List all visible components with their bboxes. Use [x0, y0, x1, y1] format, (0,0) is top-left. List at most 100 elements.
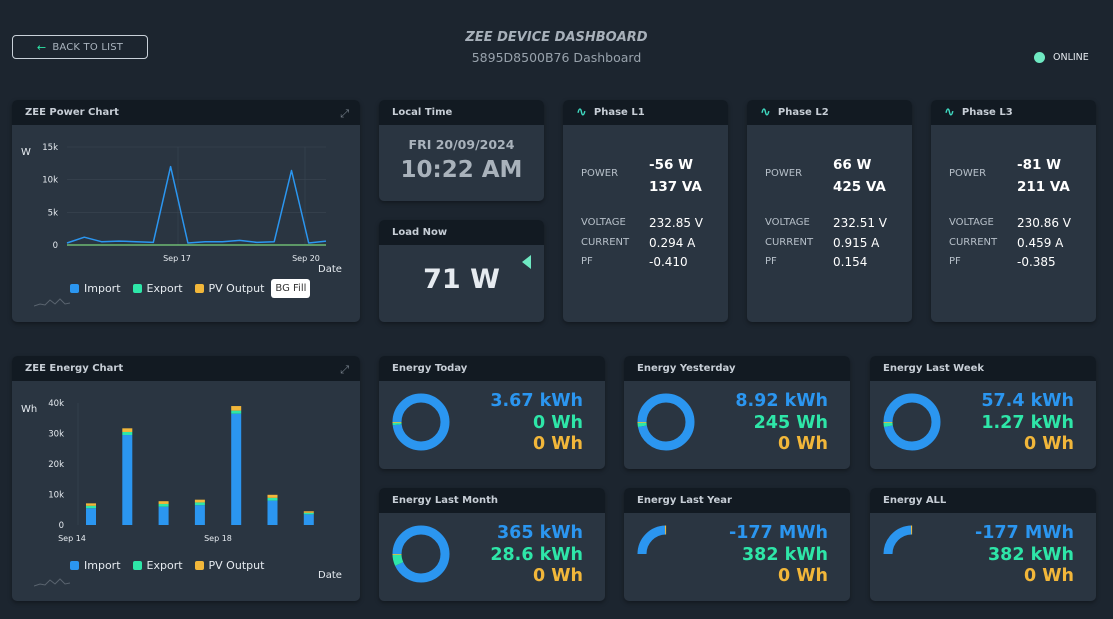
- bar-pv-output: [158, 501, 169, 504]
- energy-chart: 0 10k 20k 30k 40k Wh Date Sep 14 Sep 18: [21, 399, 342, 581]
- donut-import-arc: [883, 525, 941, 583]
- donut-pv-arc: [883, 525, 941, 583]
- power-label: POWER: [949, 168, 987, 179]
- pf-label: PF: [765, 256, 777, 267]
- local-time: 10:22 AM: [400, 157, 523, 183]
- power-va: 137 VA: [649, 179, 702, 195]
- pv-value: 0 Wh: [1023, 566, 1074, 586]
- power-w: 66 W: [833, 157, 872, 173]
- legend-pv-output[interactable]: PV Output: [194, 559, 264, 572]
- energy-donut: [883, 393, 941, 451]
- y-tick-label: 40k: [48, 399, 64, 409]
- load-now-title: Load Now: [379, 220, 544, 245]
- energy-donut: [392, 393, 450, 451]
- local-time-title: Local Time: [379, 100, 544, 125]
- legend-import[interactable]: Import: [70, 282, 121, 295]
- donut-import-arc: [883, 393, 941, 451]
- import-value: 365 kWh: [496, 523, 583, 543]
- legend-export[interactable]: Export: [132, 559, 183, 572]
- energy-donut: [637, 393, 695, 451]
- sine-wave-icon: ∿: [944, 105, 955, 120]
- export-value: 1.27 kWh: [981, 412, 1074, 433]
- y-tick-label: 5k: [48, 208, 58, 218]
- load-indicator-icon: [522, 255, 531, 269]
- import-value: -177 MWh: [728, 523, 828, 543]
- expand-icon[interactable]: ⤢: [340, 107, 349, 120]
- bar-export: [158, 503, 169, 507]
- back-to-list-button[interactable]: ← BACK TO LIST: [12, 35, 148, 59]
- power-w: -81 W: [1017, 157, 1061, 173]
- pf-value: -0.410: [649, 255, 688, 269]
- energy-chart-title: ZEE Energy Chart: [12, 356, 360, 381]
- sine-wave-icon: ∿: [760, 105, 771, 120]
- bar-pv-output: [231, 406, 242, 411]
- power-w: -56 W: [649, 157, 693, 173]
- power-chart-legend: Import Export PV Output BG Fill: [70, 279, 311, 298]
- y-axis-unit: W: [21, 147, 31, 158]
- power-va: 211 VA: [1017, 179, 1070, 195]
- voltage-value: 232.85 V: [649, 216, 704, 230]
- y-axis-unit: Wh: [21, 404, 37, 415]
- energy-donut: [392, 525, 450, 583]
- y-tick-label: 15k: [42, 143, 58, 153]
- bar-export: [267, 497, 278, 501]
- bg-fill-button[interactable]: BG Fill: [271, 279, 311, 298]
- energy-today-card: Energy Today 3.67 kWh 0 Wh 0 Wh: [379, 356, 605, 469]
- donut-pv-arc: [392, 525, 450, 583]
- x-axis-label: Date: [318, 570, 342, 581]
- voltage-label: VOLTAGE: [765, 217, 810, 228]
- energy-yesterday-card: Energy Yesterday 8.92 kWh 245 Wh 0 Wh: [624, 356, 850, 469]
- legend-import[interactable]: Import: [70, 559, 121, 572]
- export-value: 245 Wh: [753, 412, 828, 433]
- phase-title: ∿ Phase L3: [931, 100, 1096, 125]
- energy-values: 365 kWh 28.6 kWh 0 Wh: [490, 523, 583, 588]
- energy-last-month-card: Energy Last Month 365 kWh 28.6 kWh 0 Wh: [379, 488, 605, 601]
- power-chart-card: ZEE Power Chart ⤢ 0 5k 10k 15k Sep 17 Sep 20 W…: [12, 100, 360, 322]
- energy-values: -177 MWh 382 kWh 0 Wh: [729, 523, 828, 588]
- sparkline-icon: [34, 298, 70, 307]
- y-tick-label: 30k: [48, 430, 64, 440]
- voltage-label: VOLTAGE: [949, 217, 994, 228]
- bar-import: [231, 413, 242, 525]
- x-tick-label: Sep 17: [163, 254, 191, 263]
- bar-export: [122, 431, 133, 436]
- back-to-list-label: BACK TO LIST: [52, 41, 124, 53]
- bar-pv-output: [194, 499, 205, 503]
- arrow-left-icon: ←: [36, 40, 47, 54]
- export-value: 0 Wh: [532, 412, 583, 433]
- energy-values: 57.4 kWh 1.27 kWh 0 Wh: [981, 391, 1074, 456]
- import-value: 3.67 kWh: [490, 391, 583, 411]
- bar-import: [303, 514, 314, 525]
- current-value: 0.915 A: [833, 236, 880, 250]
- load-now-value: 71 W: [423, 264, 500, 295]
- legend-export[interactable]: Export: [132, 282, 183, 295]
- bar-import: [158, 506, 169, 525]
- status-dot-icon: [1034, 52, 1045, 63]
- legend-pv-output[interactable]: PV Output: [194, 282, 264, 295]
- voltage-value: 230.86 V: [1017, 216, 1072, 230]
- energy-donut: [883, 525, 941, 583]
- current-label: CURRENT: [949, 237, 998, 248]
- energy-card-title: Energy Today: [379, 356, 605, 381]
- page-subtitle: 5895D8500B76 Dashboard: [471, 50, 642, 65]
- pv-value: 0 Wh: [532, 434, 583, 454]
- power-va: 425 VA: [833, 179, 886, 195]
- power-label: POWER: [765, 168, 803, 179]
- energy-card-title: Energy Last Month: [379, 488, 605, 513]
- phase-title: ∿ Phase L2: [747, 100, 912, 125]
- export-value: 28.6 kWh: [490, 544, 583, 565]
- local-time-card: Local Time FRI 20/09/2024 10:22 AM: [379, 100, 544, 201]
- y-tick-label: 10k: [42, 176, 58, 186]
- phase-l3-card: ∿ Phase L3 POWER -81 W 211 VA VOLTAGE 230…: [931, 100, 1096, 322]
- bar-import: [267, 500, 278, 525]
- pf-label: PF: [949, 256, 961, 267]
- pf-value: 0.154: [833, 255, 868, 269]
- x-tick-label: Sep 20: [292, 254, 320, 263]
- phase-l2-card: ∿ Phase L2 POWER 66 W 425 VA VOLTAGE 232.…: [747, 100, 912, 322]
- import-value: 57.4 kWh: [981, 391, 1074, 411]
- power-chart: 0 5k 10k 15k Sep 17 Sep 20 W Date: [21, 143, 342, 275]
- expand-icon[interactable]: ⤢: [340, 363, 349, 376]
- x-tick-label: Sep 18: [204, 534, 232, 543]
- donut-import-arc: [392, 393, 450, 451]
- energy-chart-legend: Import Export PV Output: [70, 559, 264, 572]
